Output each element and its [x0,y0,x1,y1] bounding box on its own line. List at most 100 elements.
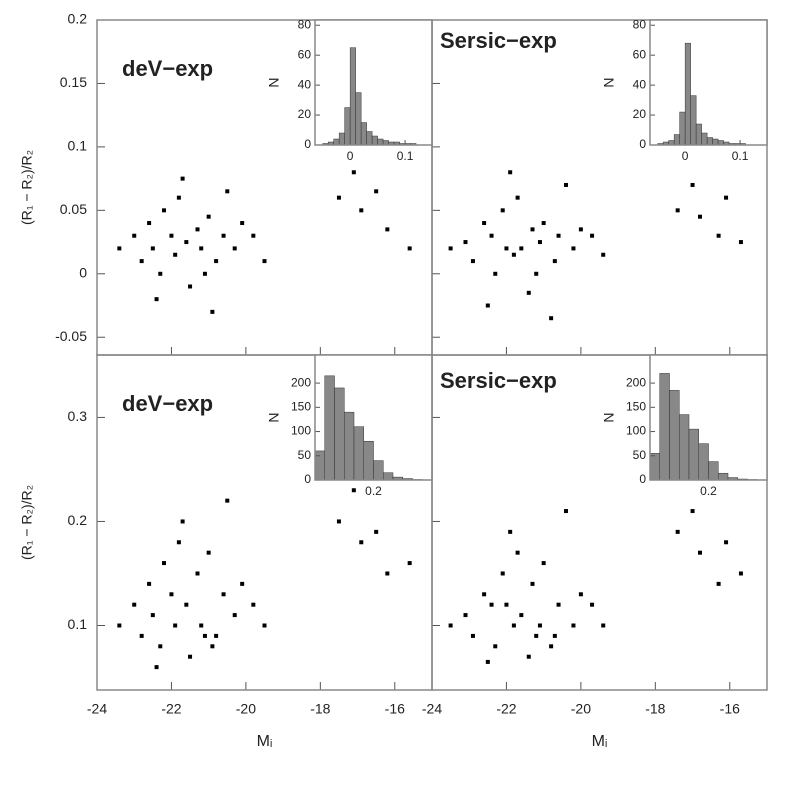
hist-bar [373,460,384,481]
point [504,246,509,251]
inset-y-tick-label: 50 [633,448,647,462]
hist-bar [712,138,719,146]
x-axis-label: Mᵢ [592,733,608,750]
point [504,602,509,607]
hist-bar [360,122,367,146]
panel-frame [431,354,768,691]
point [206,214,211,219]
inset-y-tick-label: 100 [626,424,646,438]
point [132,233,137,238]
point [537,623,542,628]
y-tick-label: -0.05 [55,328,87,344]
inset-y-tick-label: 80 [298,17,312,31]
inset-y-tick-label: 20 [633,107,647,121]
hist-bar [355,92,362,146]
point [359,208,364,213]
x-tick-label: -16 [385,701,405,717]
point [210,644,215,649]
point [716,581,721,586]
point [199,623,204,628]
hist-bar [349,47,356,146]
inset-x-tick-label: 0.2 [365,484,382,498]
point [169,233,174,238]
x-tick-label: -24 [422,701,442,717]
inset-y-tick-label: 0 [639,137,646,151]
point [154,665,159,670]
point [690,182,695,187]
point [552,633,557,638]
point [500,571,505,576]
point [225,498,230,503]
point [176,540,181,545]
hist-bar [688,428,699,481]
point [351,488,356,493]
inset-y-label: N [266,77,282,87]
inset-y-tick-label: 40 [633,77,647,91]
point [221,592,226,597]
point [206,550,211,555]
point [515,195,520,200]
point [147,581,152,586]
point [698,214,702,219]
point [407,246,412,251]
point [549,316,554,321]
point [232,246,237,251]
inset-y-tick-label: 0 [304,472,311,486]
hist-bar [698,443,709,481]
hist-bar [669,390,680,481]
x-axis-label: Mᵢ [257,733,273,750]
y-tick-label: 0.2 [68,512,88,528]
x-tick-label: -20 [236,701,256,717]
point [716,233,721,238]
inset-y-tick-label: 0 [304,137,311,151]
point [463,613,468,618]
inset-frame [649,354,768,481]
point [537,240,542,245]
hist-bar [377,138,384,146]
panel-label: deV−exp [122,391,213,416]
point [176,195,181,200]
point [374,529,379,534]
point [519,246,524,251]
point [493,271,498,276]
point [541,221,546,226]
point [385,227,390,232]
point [251,233,256,238]
inset-y-tick-label: 40 [298,77,312,91]
inset-y-label: N [601,77,617,87]
point [489,233,494,238]
point [578,592,583,597]
y-axis-label: (R₁ − R₂)/R₂ [19,150,35,225]
point [530,581,535,586]
inset-y-tick-label: 200 [626,375,646,389]
point [698,550,702,555]
point [240,581,245,586]
point [526,290,531,295]
point [519,613,524,618]
inset-y-tick-label: 20 [298,107,312,121]
point [214,259,219,264]
inset-y-tick-label: 100 [291,424,311,438]
point [470,259,475,264]
y-axis-label: (R₁ − R₂)/R₂ [19,485,35,560]
point [240,221,245,226]
point [132,602,137,607]
point [139,259,144,264]
hist-bar [371,135,378,146]
inset-frame [649,19,768,146]
point [150,246,155,251]
hist-bar [718,472,729,481]
point [534,271,539,276]
point [590,233,595,238]
point [251,602,256,607]
point [530,227,535,232]
inset-y-tick-label: 200 [291,375,311,389]
panel-label: Sersic−exp [440,28,557,53]
y-tick-label: 0.15 [60,74,87,90]
point [202,633,207,638]
point [336,519,341,524]
point [564,182,568,187]
hist-bar [706,137,713,146]
